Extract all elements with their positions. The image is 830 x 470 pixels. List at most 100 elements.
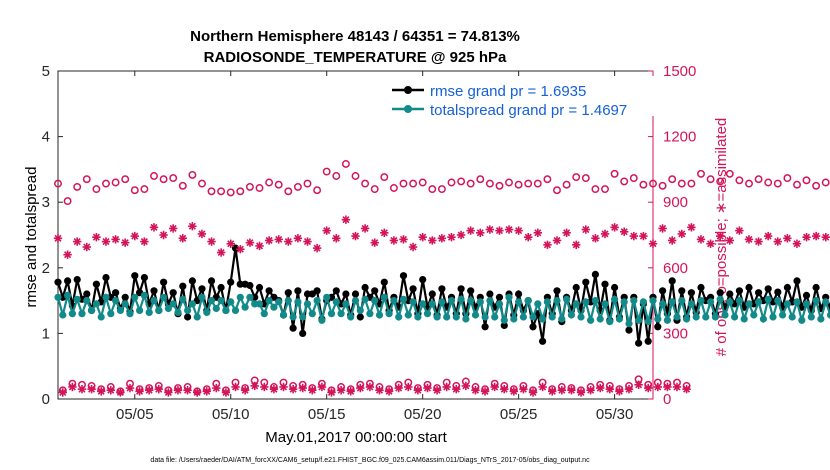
spread-point bbox=[726, 298, 734, 306]
spread-point bbox=[702, 313, 710, 321]
spread-point bbox=[112, 297, 120, 305]
obs-assimilated-point bbox=[456, 230, 466, 240]
spread-point bbox=[601, 300, 609, 308]
obs-assimilated-point bbox=[667, 236, 677, 245]
spread-point bbox=[227, 298, 235, 306]
obs-assimilated-point bbox=[447, 232, 456, 242]
obs-possible-point bbox=[572, 173, 581, 182]
spread-point bbox=[193, 313, 201, 321]
obs-assimilated-point bbox=[634, 380, 643, 389]
rmse-point bbox=[150, 287, 158, 295]
spread-point bbox=[755, 298, 763, 306]
spread-point bbox=[126, 310, 134, 318]
spread-point bbox=[68, 310, 76, 318]
spread-point bbox=[553, 297, 561, 305]
obs-assimilated-point bbox=[572, 240, 581, 250]
obs-assimilated-point bbox=[322, 226, 331, 235]
obs-assimilated-point bbox=[552, 236, 562, 245]
obs-assimilated-point bbox=[658, 224, 667, 233]
obs-assimilated-point bbox=[130, 231, 139, 241]
obs-assimilated-point bbox=[77, 384, 87, 394]
rmse-point bbox=[668, 277, 676, 285]
spread-point bbox=[428, 300, 436, 308]
spread-point bbox=[231, 306, 240, 314]
rmse-point bbox=[160, 278, 168, 286]
obs-assimilated-point bbox=[471, 386, 480, 395]
spread-point bbox=[414, 313, 422, 321]
spread-point bbox=[54, 293, 62, 301]
obs-assimilated-point bbox=[754, 237, 763, 246]
rmse-point bbox=[654, 323, 662, 331]
obs-possible-point bbox=[178, 181, 187, 190]
obs-assimilated-point bbox=[672, 382, 682, 392]
spread-point bbox=[366, 310, 374, 318]
spread-point bbox=[275, 298, 283, 306]
rmse-point bbox=[572, 283, 580, 292]
obs-assimilated-point bbox=[615, 387, 624, 396]
rmse-point bbox=[774, 288, 782, 296]
rmse-point bbox=[539, 337, 547, 345]
spread-point bbox=[438, 298, 446, 306]
rmse-point bbox=[802, 291, 811, 299]
obs-possible-point bbox=[169, 174, 178, 183]
obs-assimilated-point bbox=[629, 231, 639, 241]
spread-point bbox=[308, 310, 316, 318]
obs-possible-point bbox=[111, 178, 120, 187]
rmse-point bbox=[793, 277, 801, 285]
obs-assimilated-point bbox=[173, 386, 183, 395]
spread-point bbox=[83, 297, 91, 305]
obs-assimilated-point bbox=[178, 234, 187, 243]
obs-assimilated-point bbox=[581, 225, 591, 234]
obs-assimilated-point bbox=[226, 239, 235, 248]
spread-point bbox=[572, 300, 580, 308]
obs-possible-point bbox=[735, 176, 744, 185]
spread-point bbox=[764, 295, 772, 303]
rmse-point bbox=[332, 287, 340, 295]
obs-possible-point bbox=[466, 179, 475, 188]
spread-point bbox=[443, 313, 451, 321]
obs-assimilated-point bbox=[255, 241, 264, 251]
obs-assimilated-point bbox=[802, 232, 811, 242]
obs-assimilated-point bbox=[591, 234, 600, 243]
obs-possible-point bbox=[543, 175, 552, 184]
obs-assimilated-point bbox=[399, 235, 408, 244]
rmse-point bbox=[351, 290, 360, 298]
y-right-tick-label: 0 bbox=[663, 391, 671, 408]
obs-assimilated-point bbox=[312, 243, 322, 253]
obs-assimilated-point bbox=[332, 234, 341, 243]
obs-assimilated-point bbox=[336, 386, 346, 395]
rmse-point bbox=[697, 283, 705, 292]
spread-point bbox=[390, 297, 398, 305]
spread-point bbox=[116, 306, 124, 314]
spread-point bbox=[707, 298, 715, 306]
obs-possible-point bbox=[533, 179, 542, 188]
obs-assimilated-point bbox=[432, 386, 442, 395]
spread-point bbox=[423, 310, 432, 318]
spread-point bbox=[558, 315, 566, 323]
rmse-point bbox=[486, 290, 494, 298]
spread-point bbox=[270, 303, 278, 311]
x-tick-label: 05/15 bbox=[308, 406, 346, 423]
spread-point bbox=[500, 316, 508, 324]
spread-point bbox=[731, 313, 739, 321]
spread-point bbox=[140, 291, 148, 299]
rmse-point bbox=[553, 287, 561, 295]
obs-possible-point bbox=[658, 181, 667, 190]
spread-point bbox=[539, 315, 547, 323]
spread-point bbox=[543, 298, 552, 306]
y-left-tick-label: 0 bbox=[42, 391, 50, 408]
rmse-point bbox=[83, 290, 91, 298]
spread-point bbox=[495, 300, 504, 308]
spread-point bbox=[299, 313, 307, 321]
obs-possible-point bbox=[447, 178, 456, 187]
rmse-point bbox=[764, 285, 772, 293]
obs-possible-point bbox=[677, 179, 686, 188]
spread-point bbox=[332, 298, 340, 306]
obs-possible-point bbox=[639, 180, 648, 189]
obs-assimilated-point bbox=[500, 384, 509, 394]
obs-assimilated-point bbox=[96, 387, 106, 396]
obs-assimilated-point bbox=[533, 228, 543, 238]
spread-point bbox=[716, 295, 724, 303]
spread-point bbox=[812, 297, 820, 305]
obs-assimilated-point bbox=[216, 248, 226, 257]
